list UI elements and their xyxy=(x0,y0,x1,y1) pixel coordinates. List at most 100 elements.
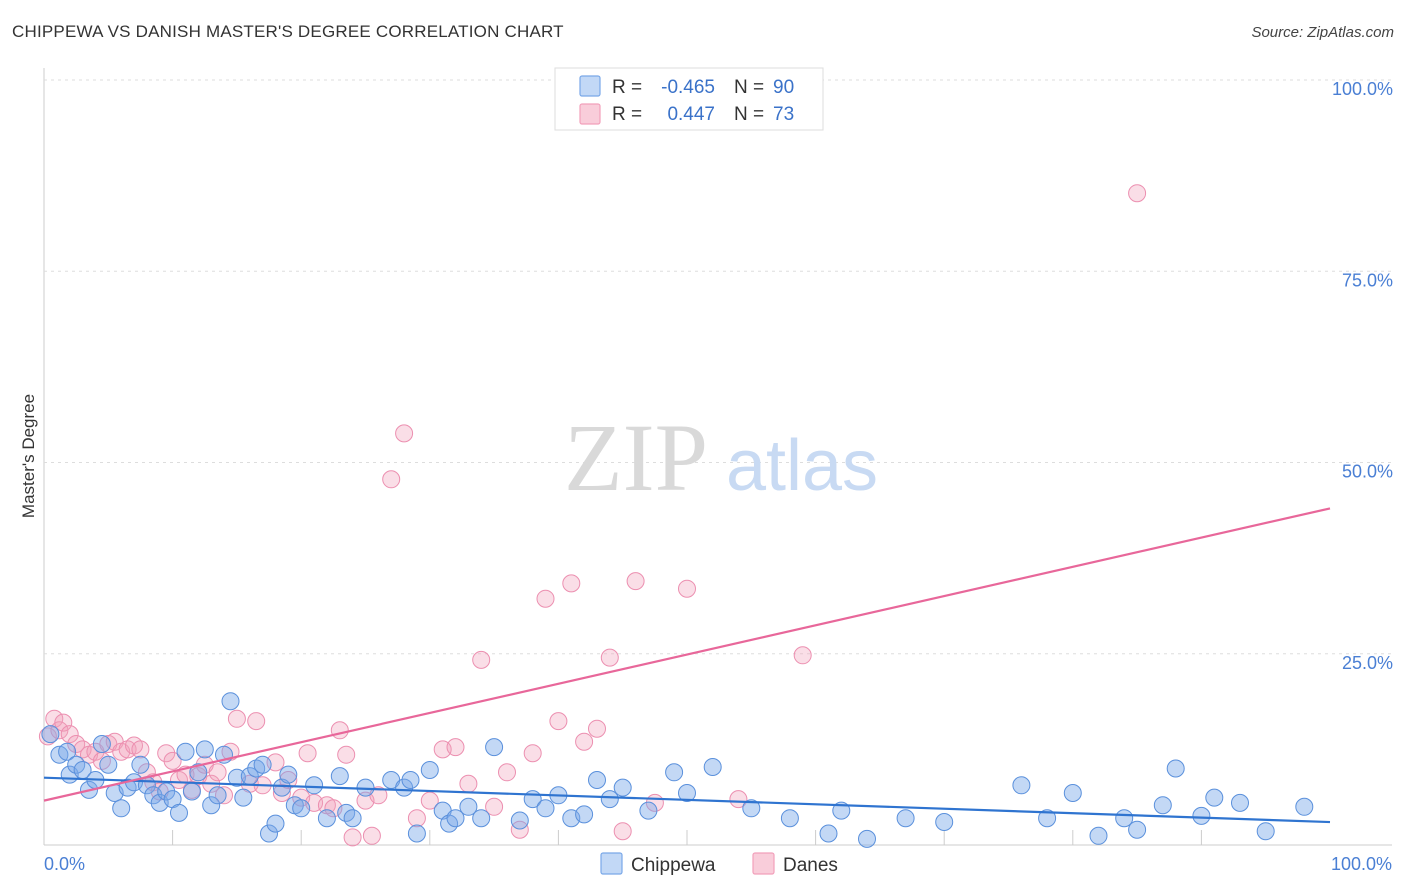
chippewa-point-67 xyxy=(665,763,684,782)
chippewa-point-66 xyxy=(639,801,658,820)
danes-point-46 xyxy=(362,826,381,845)
legend-n-label-2: N = xyxy=(734,104,764,125)
chippewa-point-87 xyxy=(1231,793,1249,812)
legend-r-value-2: 0.447 xyxy=(667,104,715,125)
danes-point-70 xyxy=(729,790,748,809)
chippewa-point-2 xyxy=(58,742,77,761)
chippewa-point-42 xyxy=(330,767,349,786)
danes-point-3 xyxy=(54,713,73,732)
danes-point-63 xyxy=(575,732,594,751)
chippewa-point-82 xyxy=(1128,820,1147,839)
legend-n-value-1: 90 xyxy=(773,77,794,98)
chippewa-point-44 xyxy=(343,809,362,828)
danes-point-60 xyxy=(536,589,555,608)
y-tick-label-50: 50.0% xyxy=(1342,462,1393,482)
series-legend: Chippewa Danes xyxy=(600,852,838,876)
chippewa-point-63 xyxy=(588,771,606,789)
danes-point-72 xyxy=(1128,184,1147,203)
danes-point-48 xyxy=(382,470,401,489)
danes-point-66 xyxy=(613,822,632,841)
chippewa-point-41 xyxy=(317,809,336,828)
chippewa-point-57 xyxy=(510,811,529,830)
chippewa-point-56 xyxy=(485,738,504,757)
chippewa-point-50 xyxy=(420,761,439,779)
chippewa-point-88 xyxy=(1256,822,1275,841)
y-tick-labels: 25.0% 50.0% 75.0% 100.0% xyxy=(1332,79,1393,673)
danes-trend-line xyxy=(43,507,1331,802)
danes-point-59 xyxy=(523,744,542,763)
chippewa-point-83 xyxy=(1153,796,1172,815)
y-tick-label-100: 100.0% xyxy=(1332,79,1393,99)
danes-point-65 xyxy=(600,648,619,667)
chippewa-point-14 xyxy=(131,755,150,774)
chippewa-point-24 xyxy=(195,740,214,759)
danes-point-49 xyxy=(395,424,414,443)
trend-lines xyxy=(43,507,1331,824)
chippewa-point-8 xyxy=(92,735,111,753)
grid-lines xyxy=(44,79,1392,655)
chippewa-point-71 xyxy=(780,809,799,828)
chippewa-point-75 xyxy=(896,809,915,828)
chippewa-point-40 xyxy=(305,776,324,795)
chippewa-point-68 xyxy=(678,784,696,802)
legend-r-label-1: R = xyxy=(612,77,642,98)
source-label: Source: ZipAtlas.com xyxy=(1251,24,1394,41)
chippewa-point-33 xyxy=(253,755,272,774)
chippewa-point-39 xyxy=(292,799,311,818)
danes-point-57 xyxy=(498,763,516,782)
danes-point-4 xyxy=(60,725,79,744)
danes-point-58 xyxy=(510,820,529,839)
danes-point-54 xyxy=(459,774,478,793)
danes-point-55 xyxy=(472,650,491,669)
chippewa-point-49 xyxy=(407,824,426,843)
chippewa-point-64 xyxy=(600,790,619,809)
chippewa-point-23 xyxy=(189,763,208,782)
watermark-atlas: atlas xyxy=(726,426,878,506)
danes-point-36 xyxy=(279,771,298,789)
danes-point-0 xyxy=(38,727,57,746)
chippewa-point-70 xyxy=(742,799,761,818)
chippewa-point-36 xyxy=(272,778,291,797)
watermark-zip: ZIP xyxy=(564,404,708,511)
x-tick-label-max: 100.0% xyxy=(1331,854,1392,874)
chippewa-point-20 xyxy=(170,803,188,822)
danes-point-61 xyxy=(549,712,568,731)
legend-n-value-2: 73 xyxy=(773,104,794,125)
danes-point-42 xyxy=(330,721,349,740)
chippewa-point-72 xyxy=(819,824,838,843)
chippewa-point-47 xyxy=(395,778,414,797)
chippewa-point-55 xyxy=(472,809,491,828)
chippewa-point-21 xyxy=(176,742,195,761)
chippewa-point-48 xyxy=(401,771,420,789)
danes-point-38 xyxy=(298,744,317,763)
bottom-legend-swatch-chippewa xyxy=(600,852,623,875)
danes-point-56 xyxy=(485,797,504,816)
chippewa-point-9 xyxy=(99,755,118,774)
x-axis-ticks xyxy=(172,830,1202,845)
chippewa-point-28 xyxy=(221,692,240,711)
chippewa-point-69 xyxy=(703,758,722,776)
chippewa-point-89 xyxy=(1295,797,1314,816)
chippewa-point-37 xyxy=(279,765,298,784)
danes-point-69 xyxy=(678,579,696,598)
chippewa-point-79 xyxy=(1063,784,1082,802)
danes-point-51 xyxy=(420,791,439,810)
danes-point-67 xyxy=(626,572,645,591)
x-tick-label-min: 0.0% xyxy=(44,854,85,874)
chippewa-point-30 xyxy=(234,788,253,807)
chippewa-point-34 xyxy=(260,824,278,843)
y-tick-label-75: 75.0% xyxy=(1342,270,1393,290)
danes-point-64 xyxy=(588,719,606,738)
danes-point-1 xyxy=(45,709,64,728)
chippewa-point-53 xyxy=(446,809,465,828)
legend-n-label-1: N = xyxy=(734,77,764,98)
danes-point-43 xyxy=(337,745,356,764)
chippewa-point-86 xyxy=(1205,788,1224,807)
chippewa-points xyxy=(41,692,1314,848)
danes-point-35 xyxy=(272,784,291,802)
chippewa-point-18 xyxy=(157,782,176,801)
chippewa-point-62 xyxy=(575,805,594,824)
chippewa-point-76 xyxy=(935,813,954,831)
legend-r-value-1: -0.465 xyxy=(661,77,715,98)
